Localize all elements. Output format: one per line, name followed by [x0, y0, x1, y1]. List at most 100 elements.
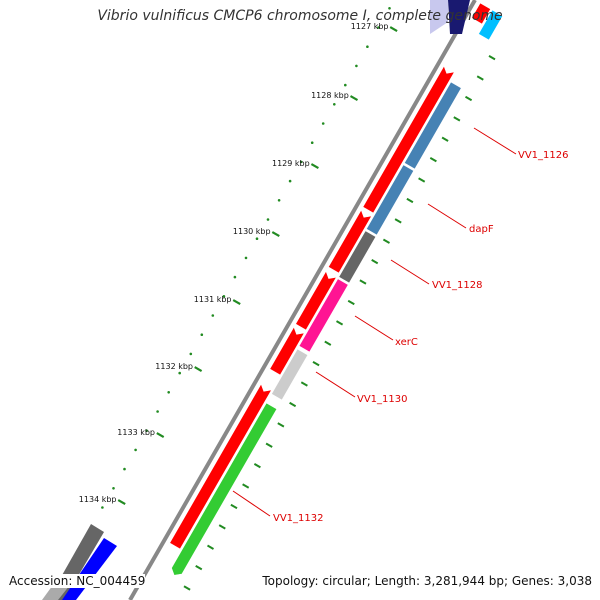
gene-arrow-red — [471, 2, 492, 25]
inner-tick — [336, 320, 344, 326]
inner-tick — [230, 503, 238, 510]
inner-tick — [265, 442, 273, 448]
scale-dot — [156, 410, 159, 413]
gene-dapf — [365, 164, 415, 236]
inner-tick — [195, 565, 203, 571]
scale-dot — [277, 199, 281, 202]
inner-tick — [289, 401, 297, 408]
scale-dot — [244, 256, 248, 260]
gene-features — [42, 0, 504, 600]
gene-top-navy — [448, 0, 470, 34]
inner-tick — [277, 422, 285, 428]
scale-dot — [388, 7, 391, 10]
scale-dot — [178, 371, 181, 375]
inner-tick — [441, 136, 449, 142]
gene-arrow-red — [327, 209, 373, 274]
scale-dot — [233, 275, 237, 279]
scale-dot — [255, 237, 259, 240]
kbp-tick-mark — [194, 366, 203, 373]
inner-tick-marks — [183, 55, 496, 591]
scale-dot — [355, 64, 358, 68]
gene-label-leader — [315, 371, 356, 398]
gene-label: dapF — [469, 224, 494, 235]
scale-dot — [167, 391, 170, 394]
gene-vv1-1126 — [403, 81, 462, 170]
scale-dot — [288, 179, 292, 183]
gene-vv1-1132 — [171, 402, 278, 576]
inner-tick — [371, 259, 379, 265]
inner-tick — [183, 585, 191, 591]
gene-vv1-1128 — [338, 230, 377, 284]
gene-label: xerC — [395, 337, 418, 348]
kbp-tick-label: 1128 kbp — [311, 91, 349, 100]
scale-dot — [211, 314, 215, 317]
kbp-tick-mark — [310, 163, 319, 170]
inner-tick — [418, 177, 426, 183]
accession-text: Accession: NC_004459 — [9, 574, 146, 588]
inner-tick — [347, 299, 355, 306]
inner-tick — [253, 463, 261, 469]
kbp-tick-mark — [389, 26, 398, 33]
kbp-tick-mark — [156, 432, 165, 439]
scale-dot — [134, 448, 137, 452]
kbp-tick-label: 1131 kbp — [194, 295, 232, 304]
kbp-tick-label: 1132 kbp — [155, 362, 193, 371]
inner-tick — [429, 157, 437, 163]
scale-dot — [266, 218, 270, 221]
map-title: Vibrio vulnificus CMCP6 chromosome I, co… — [97, 8, 503, 24]
kbp-tick-mark — [349, 95, 359, 102]
gene-arrow-red — [169, 383, 273, 550]
kbp-tick-mark — [117, 499, 126, 506]
scale-dot — [200, 333, 204, 337]
inner-tick — [453, 116, 461, 122]
scale-dot — [222, 295, 226, 298]
kbp-tick-label: 1134 kbp — [79, 495, 117, 504]
scale-dot — [123, 467, 126, 471]
gene-arrow-red — [362, 65, 455, 214]
gene-top-cyan — [478, 9, 504, 41]
inner-tick — [312, 361, 320, 367]
kbp-tick-label: 1133 kbp — [117, 428, 155, 437]
gene-label-leader — [232, 490, 271, 517]
gene-label: VV1_1130 — [357, 394, 408, 405]
gene-arrow-red — [269, 326, 305, 376]
gene-label-leader — [473, 127, 517, 155]
scale-dot — [112, 487, 115, 490]
scale-dot — [377, 26, 380, 29]
inner-tick — [324, 340, 332, 346]
gene-xerc — [298, 278, 349, 353]
inner-tick — [394, 218, 402, 224]
gene-label: VV1_1132 — [273, 513, 324, 524]
kbp-tick-mark — [232, 299, 241, 306]
summary-text: Topology: circular; Length: 3,281,944 bp… — [262, 574, 592, 588]
inner-tick — [359, 279, 367, 285]
kbp-tick-mark — [271, 231, 280, 238]
gene-labels: VV1_1126 dapF VV1_1128 xerC VV1_1130 VV1_1132 — [232, 127, 569, 524]
inner-tick — [382, 238, 390, 244]
scale-dot — [189, 352, 193, 356]
gene-label-leader — [354, 315, 394, 341]
kbp-scale: 1127 kbp 1128 kbp 1129 kbp 1130 kbp 1131 kbp… — [79, 22, 398, 506]
kbp-tick-label: 1127 kbp — [351, 22, 389, 31]
inner-tick — [476, 75, 484, 81]
inner-tick — [242, 483, 250, 489]
inner-tick — [465, 95, 473, 102]
scale-dot — [333, 103, 336, 106]
inner-tick — [218, 524, 226, 530]
gene-label: VV1_1126 — [518, 150, 569, 161]
scale-dot — [321, 122, 325, 125]
gene-vv1-1130 — [271, 348, 309, 401]
scale-dot — [310, 141, 314, 144]
scale-dot — [344, 83, 347, 87]
gene-label-leader — [390, 259, 430, 285]
gene-label: VV1_1128 — [432, 280, 483, 291]
scale-dot — [299, 160, 303, 164]
scale-dot — [366, 45, 369, 48]
inner-tick — [488, 55, 496, 61]
chromosome-backbone — [128, 0, 477, 600]
kbp-tick-label: 1130 kbp — [233, 227, 271, 236]
inner-tick — [300, 381, 308, 387]
gene-arrow-red — [295, 270, 337, 331]
scale-dot — [101, 506, 104, 509]
inner-tick — [206, 544, 215, 550]
